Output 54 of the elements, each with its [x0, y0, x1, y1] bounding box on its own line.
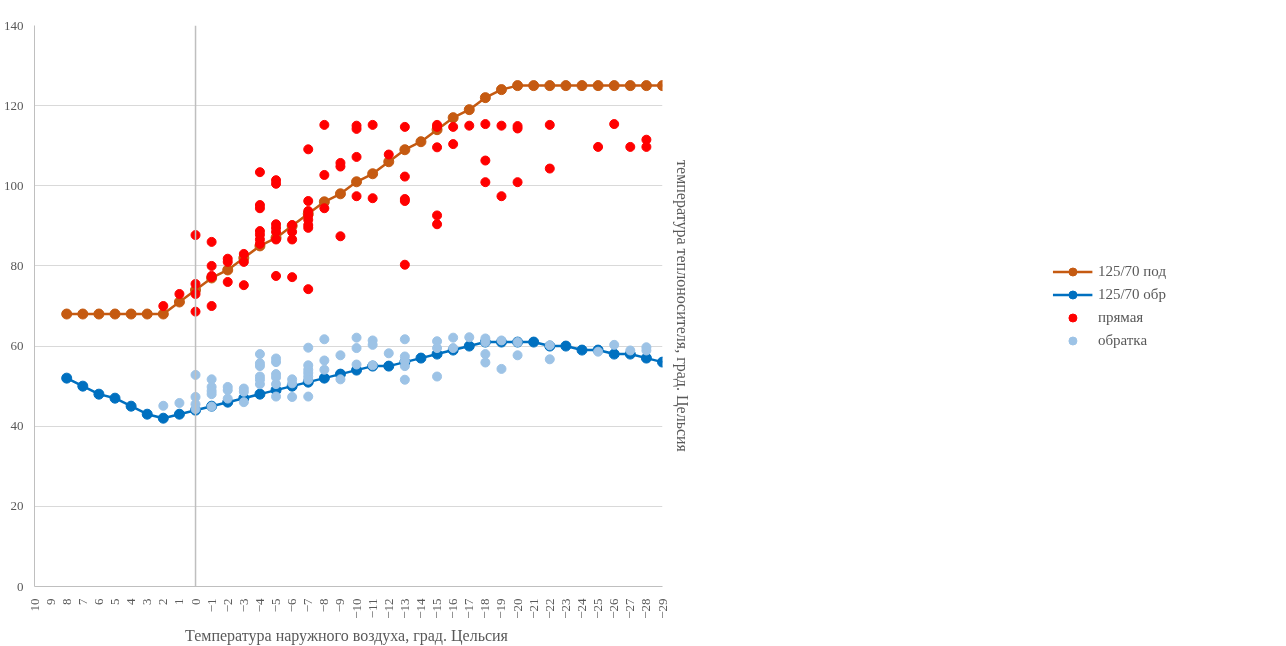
y-tick-label: 80: [10, 257, 24, 273]
y-tick-label: 120: [4, 97, 24, 113]
y-axis-title: температура теплоносителя, град. Цельсия: [672, 160, 691, 453]
y-tick-label: 60: [10, 338, 24, 354]
x-tick-label: −8: [316, 598, 332, 613]
x-tick-label: −26: [606, 598, 622, 619]
x-axis-title: Температура наружного воздуха, град. Цельсия: [185, 626, 509, 645]
x-tick-label: −17: [461, 598, 477, 619]
x-tick-label: −12: [380, 598, 396, 619]
x-tick-label: −14: [412, 598, 428, 619]
legend-label: 125/70 обр: [1097, 285, 1166, 303]
x-tick-label: −25: [590, 598, 606, 619]
x-tick-label: −9: [332, 598, 348, 613]
y-tick-label: 20: [10, 498, 24, 514]
x-tick-label: −3: [235, 598, 251, 613]
x-tick-label: 10: [26, 598, 42, 612]
x-tick-label: 3: [139, 598, 155, 605]
x-tick-label: 9: [42, 598, 58, 605]
x-tick-label: −1: [203, 598, 219, 613]
x-tick-label: −10: [348, 598, 364, 619]
x-tick-label: −16: [445, 598, 461, 619]
legend-label: прямая: [1097, 308, 1144, 326]
legend-label: 125/70 под: [1097, 262, 1167, 280]
y-tick-label: 100: [4, 177, 24, 193]
y-tick-label: 40: [10, 418, 24, 434]
x-tick-label: −5: [268, 598, 284, 613]
x-tick-label: −18: [477, 598, 493, 619]
x-tick-label: 1: [171, 598, 187, 605]
x-tick-label: −24: [573, 598, 589, 619]
x-tick-label: 5: [107, 598, 123, 605]
x-tick-label: 6: [90, 598, 106, 605]
x-tick-label: 8: [58, 598, 74, 605]
x-tick-label: −2: [219, 598, 235, 613]
x-tick-label: −15: [429, 598, 445, 619]
x-tick-label: −4: [251, 598, 267, 613]
x-tick-label: 7: [74, 598, 90, 605]
x-tick-label: −20: [509, 598, 525, 619]
x-tick-label: −6: [284, 598, 300, 613]
y-tick-label: 140: [4, 17, 24, 33]
x-tick-label: 0: [187, 598, 203, 605]
x-tick-label: −29: [654, 598, 670, 619]
x-tick-label: −22: [541, 598, 557, 619]
x-tick-label: 2: [155, 598, 171, 605]
x-tick-label: −21: [525, 598, 541, 619]
x-tick-label: −23: [557, 598, 573, 619]
x-tick-label: −7: [300, 598, 316, 613]
x-tick-label: −13: [396, 598, 412, 619]
legend-label: обратка: [1097, 331, 1148, 349]
x-tick-label: −11: [364, 598, 380, 619]
x-tick-label: 4: [123, 598, 139, 605]
x-tick-label: −27: [622, 598, 638, 619]
x-tick-label: −28: [638, 598, 654, 619]
y-tick-label: 0: [17, 578, 24, 594]
x-tick-label: −19: [493, 598, 509, 619]
